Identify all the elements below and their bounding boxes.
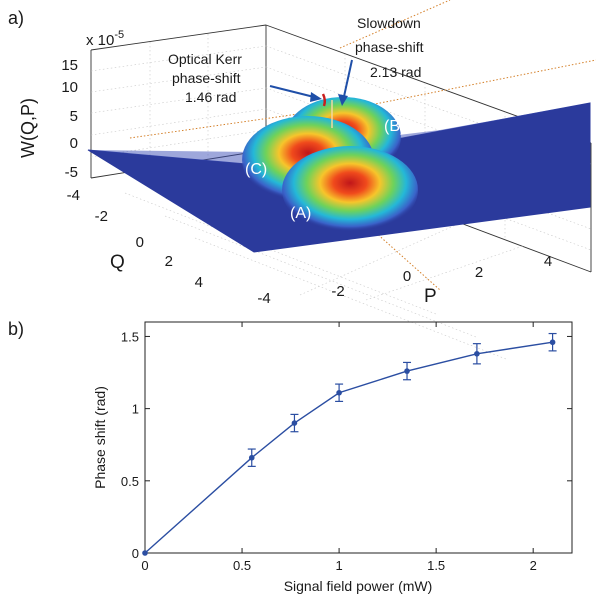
kerr-marker — [321, 93, 327, 107]
x-tick-label: 0 — [141, 558, 148, 573]
peak-label-b: (B) — [384, 118, 405, 135]
q-ticks: -4 -2 0 2 4 — [67, 187, 203, 291]
x-tick-label: 1 — [335, 558, 342, 573]
z-tick: 0 — [70, 135, 78, 152]
q-axis-label: Q — [110, 252, 125, 273]
peak-a — [282, 146, 418, 234]
p-tick: -2 — [331, 283, 344, 300]
kerr-line-2: phase-shift — [172, 70, 241, 86]
y-tick-label: 1.5 — [121, 329, 139, 344]
data-point — [336, 389, 342, 396]
y-tick-label: 0 — [132, 546, 139, 561]
peak-label-a: (A) — [290, 205, 311, 222]
q-tick: 0 — [136, 234, 144, 251]
x-axis-label: Signal field power (mW) — [284, 578, 433, 594]
series-line — [144, 341, 553, 554]
slowdown-pointer — [342, 59, 353, 102]
kerr-annotation: Optical Kerr phase-shift 1.46 rad — [168, 51, 322, 105]
y-tick-label: 0.5 — [121, 474, 139, 489]
x-tick-label: 0.5 — [233, 558, 251, 573]
q-tick: 4 — [195, 274, 203, 291]
peak-label-c: (C) — [245, 161, 267, 178]
p-tick: -4 — [257, 290, 270, 307]
peaks — [242, 97, 418, 234]
y-axis-label: Phase shift (rad) — [92, 386, 108, 489]
exponent-label: x 10-5 — [86, 29, 124, 49]
data-point — [142, 550, 148, 556]
series-layer — [142, 332, 557, 556]
slowdown-line-3: 2.13 rad — [370, 64, 421, 80]
slowdown-line-2: phase-shift — [355, 39, 424, 55]
panel-b-label: b) — [8, 319, 24, 339]
z-tick: 10 — [61, 79, 78, 96]
plot-frame — [144, 321, 573, 554]
phase-shift-chart: b) 0 0.5 1 1.5 2 0 0.5 1 1.5 Signal field power… — [8, 319, 573, 594]
panel-a-label: a) — [8, 8, 24, 28]
z-axis-label: W(Q,P) — [18, 98, 38, 158]
z-tick: 5 — [70, 108, 78, 125]
slowdown-annotation: Slowdown phase-shift 2.13 rad — [338, 15, 424, 106]
z-tick: -5 — [65, 164, 78, 181]
p-tick: 2 — [475, 264, 483, 281]
x-axis-ticks: 0 0.5 1 1.5 2 — [141, 322, 537, 573]
z-ticks: 15 10 5 0 -5 — [61, 57, 78, 181]
q-tick: 2 — [165, 253, 173, 270]
kerr-line-3: 1.46 rad — [185, 89, 236, 105]
q-tick: -2 — [95, 208, 108, 225]
data-point — [291, 420, 298, 426]
wigner-3d-plot: a) — [8, 0, 596, 360]
slowdown-arrowhead — [338, 94, 348, 106]
kerr-pointer — [269, 85, 319, 99]
y-tick-label: 1 — [132, 402, 139, 417]
x-tick-label: 2 — [530, 558, 537, 573]
data-point — [404, 368, 410, 374]
slowdown-line-1: Slowdown — [357, 15, 421, 31]
p-tick: 0 — [403, 268, 411, 285]
data-point — [474, 350, 480, 357]
kerr-arrowhead — [310, 92, 322, 102]
p-tick: 4 — [544, 253, 552, 270]
data-point — [549, 339, 556, 346]
floor-grid — [124, 192, 524, 360]
q-tick: -4 — [67, 187, 80, 204]
p-axis-label: P — [424, 286, 437, 307]
p-ticks: -4 -2 0 2 4 — [257, 253, 552, 307]
data-point — [248, 454, 255, 461]
z-tick: 15 — [61, 57, 78, 74]
kerr-line-1: Optical Kerr — [168, 51, 242, 67]
y-axis-ticks: 0 0.5 1 1.5 — [121, 329, 572, 561]
x-tick-label: 1.5 — [427, 558, 445, 573]
